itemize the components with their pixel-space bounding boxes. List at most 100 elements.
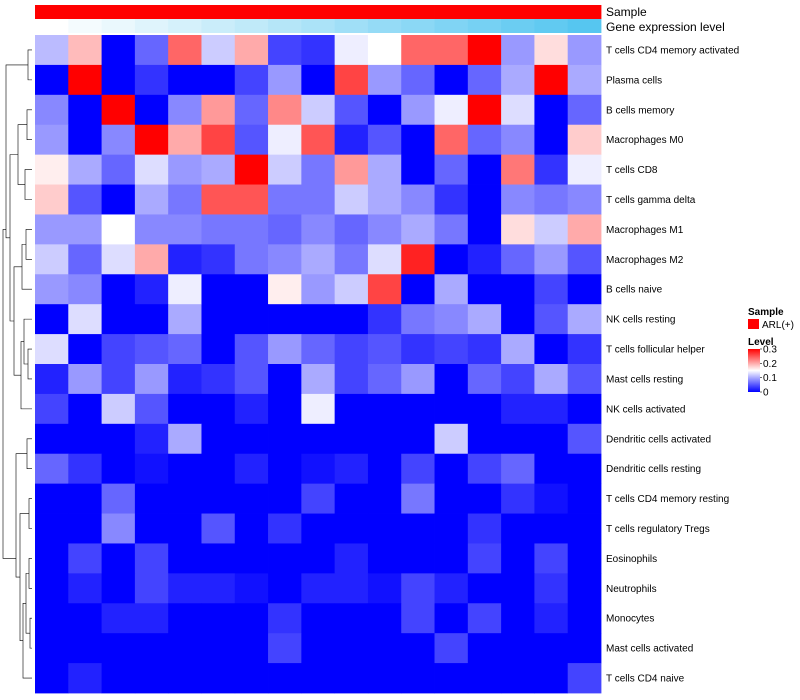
expression-annotation-cell — [68, 19, 102, 33]
row-label: Monocytes — [606, 614, 654, 625]
heatmap-cell — [567, 663, 602, 694]
heatmap-cell — [334, 573, 369, 604]
sample-annotation-cell — [35, 5, 69, 19]
heatmap-cell — [234, 154, 269, 185]
heatmap-cell — [168, 573, 202, 604]
heatmap-cell — [534, 423, 569, 455]
heatmap-cell — [401, 304, 435, 335]
heatmap-cell — [168, 124, 202, 156]
dendrogram-branch — [26, 109, 32, 140]
heatmap-cell — [68, 244, 102, 275]
sample-annotation-cell — [401, 5, 435, 19]
heatmap-cell — [367, 393, 402, 425]
heatmap-cell — [201, 573, 236, 604]
dendrogram-branch — [20, 341, 32, 410]
heatmap-cell — [534, 543, 569, 574]
heatmap-cell — [401, 364, 435, 395]
dendrogram-branch — [27, 348, 32, 380]
heatmap-cell — [534, 573, 569, 604]
sample-annotation-cell — [334, 5, 369, 19]
heatmap-cell — [35, 244, 69, 275]
heatmap-cell — [334, 633, 369, 664]
heatmap-cell — [201, 603, 236, 634]
heatmap-cell — [301, 184, 336, 215]
heatmap-cell — [401, 154, 435, 185]
heatmap-cell — [334, 94, 369, 126]
heatmap-cell — [467, 543, 502, 574]
heatmap-cell — [168, 154, 202, 185]
heatmap-cell — [467, 603, 502, 634]
heatmap-cell — [567, 393, 602, 425]
heatmap-cell — [467, 423, 502, 455]
heatmap-cell — [467, 184, 502, 215]
heatmap-cell — [268, 543, 302, 574]
heatmap-cell — [301, 393, 336, 425]
heatmap-cell — [401, 543, 435, 574]
heatmap-cell — [567, 543, 602, 574]
heatmap-cell — [234, 274, 269, 305]
row-label: NK cells resting — [606, 315, 675, 326]
row-label: Macrophages M0 — [606, 135, 684, 146]
dendrogram-branch — [21, 244, 32, 290]
sample-annotation-cell — [534, 5, 569, 19]
expression-annotation-cell — [434, 19, 469, 33]
heatmap-cell — [35, 393, 69, 425]
legend-sample-entry: ARL(+) — [762, 320, 794, 331]
heatmap-cell — [567, 35, 602, 66]
heatmap-cell — [268, 334, 302, 365]
heatmap-cell — [401, 334, 435, 365]
heatmap-cell — [35, 453, 69, 485]
heatmap-cell — [367, 423, 402, 455]
heatmap-cell — [367, 663, 402, 694]
heatmap-cell — [268, 393, 302, 425]
heatmap-cell — [434, 453, 469, 485]
heatmap-cell — [467, 633, 502, 664]
heatmap-cell — [467, 334, 502, 365]
heatmap-cell — [35, 543, 69, 574]
heatmap-cell — [401, 393, 435, 425]
heatmap-cell — [501, 35, 535, 66]
dendrogram-branch — [19, 513, 29, 641]
heatmap-cell — [134, 244, 169, 275]
row-label: NK cells activated — [606, 404, 685, 415]
heatmap-cell — [367, 184, 402, 215]
heatmap-cell — [467, 64, 502, 96]
heatmap-cell — [567, 214, 602, 245]
heatmap-cell — [367, 154, 402, 185]
expression-annotation-cell — [168, 19, 202, 33]
heatmap-cell — [367, 274, 402, 305]
heatmap-cell — [101, 214, 136, 245]
heatmap-cell — [301, 214, 336, 245]
heatmap-cell — [234, 663, 269, 694]
heatmap-cell — [467, 244, 502, 275]
heatmap-cell — [201, 513, 236, 544]
heatmap-cell — [534, 274, 569, 305]
heatmap-cell — [134, 184, 169, 215]
heatmap-cell — [168, 633, 202, 664]
heatmap-cell — [134, 603, 169, 634]
heatmap-cell — [334, 603, 369, 634]
heatmap-cell — [367, 94, 402, 126]
heatmap-cell — [35, 603, 69, 634]
heatmap-cell — [501, 633, 535, 664]
heatmap-cell — [35, 35, 69, 66]
legend-sample-swatch — [748, 319, 759, 329]
heatmap-cell — [101, 513, 136, 544]
heatmap-cell — [68, 543, 102, 574]
heatmap-cell — [134, 154, 169, 185]
row-label: Neutrophils — [606, 584, 657, 595]
heatmap-cell — [367, 513, 402, 544]
heatmap-cell — [68, 35, 102, 66]
heatmap-cell — [168, 304, 202, 335]
heatmap-cell — [268, 64, 302, 96]
expression-annotation-cell — [234, 19, 269, 33]
heatmap-cell — [501, 543, 535, 574]
expression-annotation-cell — [367, 19, 402, 33]
heatmap-cell — [168, 94, 202, 126]
heatmap-cell — [367, 573, 402, 604]
heatmap-cell — [35, 214, 69, 245]
sample-annotation-cell — [367, 5, 402, 19]
heatmap-cell — [434, 244, 469, 275]
